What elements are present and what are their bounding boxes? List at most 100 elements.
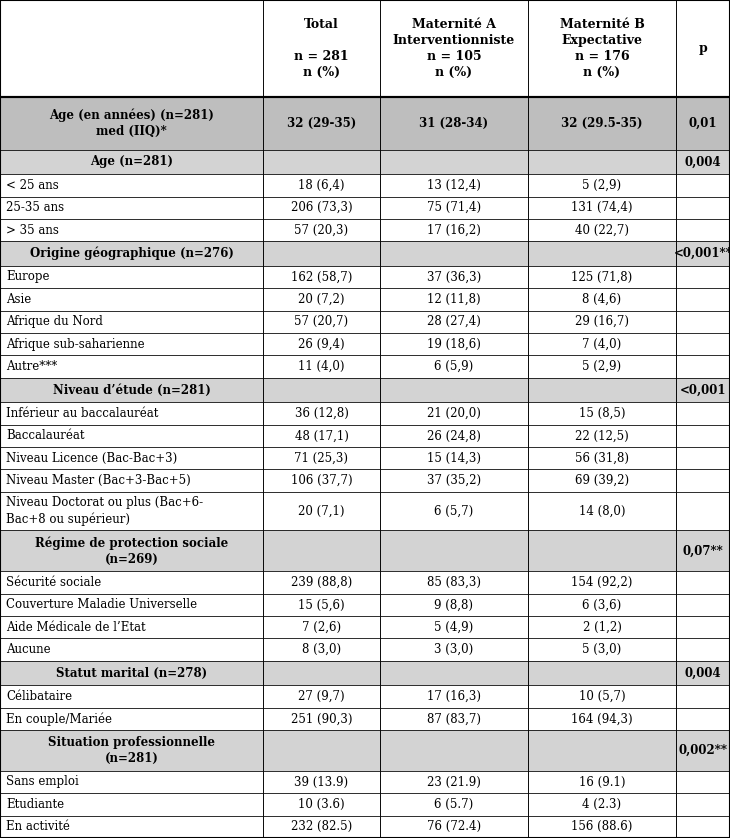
Bar (676, 469, 730, 492)
Bar (528, 593, 676, 616)
Bar (263, 639, 380, 661)
Text: 0,01: 0,01 (688, 116, 718, 130)
Text: 10 (3.6): 10 (3.6) (298, 798, 345, 811)
Bar (0, 530, 263, 572)
Bar (676, 771, 730, 794)
Bar (676, 197, 730, 219)
Bar (380, 469, 528, 492)
Bar (380, 219, 528, 241)
Text: 19 (18,6): 19 (18,6) (427, 338, 481, 350)
Text: 23 (21.9): 23 (21.9) (427, 775, 481, 789)
Bar (676, 378, 730, 402)
Bar (263, 0, 380, 96)
Text: 20 (7,1): 20 (7,1) (299, 504, 345, 518)
Bar (676, 707, 730, 730)
Text: 76 (72.4): 76 (72.4) (427, 820, 481, 833)
Bar (528, 333, 676, 355)
Bar (263, 96, 380, 150)
Bar (676, 572, 730, 593)
Text: 29 (16,7): 29 (16,7) (575, 315, 629, 328)
Bar (0, 730, 263, 771)
Bar (263, 266, 380, 288)
Text: Régime de protection sociale
(n=269): Régime de protection sociale (n=269) (35, 536, 228, 566)
Bar (263, 355, 380, 378)
Bar (528, 266, 676, 288)
Text: 26 (9,4): 26 (9,4) (298, 338, 345, 350)
Bar (0, 355, 263, 378)
Text: 106 (37,7): 106 (37,7) (291, 474, 353, 487)
Bar (676, 288, 730, 311)
Bar (528, 402, 676, 425)
Bar (0, 425, 263, 447)
Bar (263, 730, 380, 771)
Text: Sécurité sociale: Sécurité sociale (6, 576, 101, 589)
Bar (380, 425, 528, 447)
Bar (676, 0, 730, 96)
Text: 251 (90,3): 251 (90,3) (291, 712, 353, 726)
Bar (676, 174, 730, 197)
Text: 16 (9.1): 16 (9.1) (579, 775, 626, 789)
Bar (0, 378, 263, 402)
Bar (0, 174, 263, 197)
Bar (676, 219, 730, 241)
Text: 5 (3,0): 5 (3,0) (583, 643, 622, 656)
Bar (528, 771, 676, 794)
Text: Total

n = 281
n (%): Total n = 281 n (%) (294, 18, 349, 79)
Text: Situation professionnelle
(n=281): Situation professionnelle (n=281) (48, 736, 215, 765)
Bar (528, 707, 676, 730)
Bar (0, 593, 263, 616)
Text: Origine géographique (n=276): Origine géographique (n=276) (29, 246, 234, 261)
Bar (380, 197, 528, 219)
Bar (263, 447, 380, 469)
Bar (263, 378, 380, 402)
Text: 12 (11,8): 12 (11,8) (427, 292, 481, 306)
Text: 57 (20,3): 57 (20,3) (294, 224, 348, 236)
Bar (676, 241, 730, 266)
Text: 17 (16,2): 17 (16,2) (427, 224, 481, 236)
Text: Aucune: Aucune (6, 643, 50, 656)
Text: 7 (2,6): 7 (2,6) (302, 621, 341, 634)
Text: Aide Médicale de l’Etat: Aide Médicale de l’Etat (6, 621, 145, 634)
Text: 2 (1,2): 2 (1,2) (583, 621, 621, 634)
Bar (0, 685, 263, 707)
Text: < 25 ans: < 25 ans (6, 178, 58, 192)
Bar (676, 815, 730, 838)
Bar (263, 815, 380, 838)
Text: 37 (35,2): 37 (35,2) (427, 474, 481, 487)
Text: 5 (4,9): 5 (4,9) (434, 621, 474, 634)
Bar (380, 150, 528, 174)
Bar (380, 771, 528, 794)
Bar (380, 311, 528, 333)
Bar (0, 639, 263, 661)
Bar (676, 639, 730, 661)
Text: 18 (6,4): 18 (6,4) (299, 178, 345, 192)
Text: <0,001**: <0,001** (674, 247, 730, 260)
Text: 20 (7,2): 20 (7,2) (299, 292, 345, 306)
Text: Sans emploi: Sans emploi (6, 775, 79, 789)
Text: 131 (74,4): 131 (74,4) (572, 201, 633, 215)
Text: En activité: En activité (6, 820, 70, 833)
Text: 32 (29.5-35): 32 (29.5-35) (561, 116, 642, 130)
Bar (380, 815, 528, 838)
Text: 3 (3,0): 3 (3,0) (434, 643, 474, 656)
Bar (528, 572, 676, 593)
Bar (380, 355, 528, 378)
Bar (263, 402, 380, 425)
Bar (676, 150, 730, 174)
Bar (380, 288, 528, 311)
Bar (528, 150, 676, 174)
Bar (528, 616, 676, 639)
Bar (0, 447, 263, 469)
Bar (0, 707, 263, 730)
Text: 8 (3,0): 8 (3,0) (302, 643, 341, 656)
Text: 5 (2,9): 5 (2,9) (583, 178, 621, 192)
Bar (676, 96, 730, 150)
Bar (676, 661, 730, 685)
Text: 11 (4,0): 11 (4,0) (299, 360, 345, 373)
Text: 22 (12,5): 22 (12,5) (575, 429, 629, 442)
Bar (380, 378, 528, 402)
Bar (380, 447, 528, 469)
Bar (676, 311, 730, 333)
Bar (528, 241, 676, 266)
Bar (380, 241, 528, 266)
